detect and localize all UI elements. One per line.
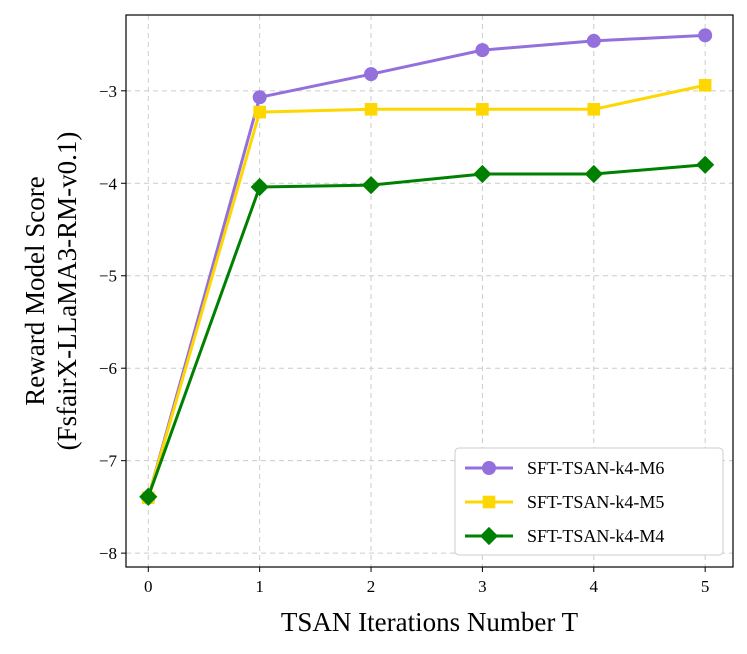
x-tick-label: 1 xyxy=(255,577,264,596)
x-tick-label: 0 xyxy=(144,577,153,596)
data-point-circle xyxy=(698,28,713,43)
data-point-diamond xyxy=(696,155,715,174)
y-tick-label: −6 xyxy=(99,359,117,378)
series-layer xyxy=(139,28,715,506)
y-axis-title-line2: (FsfairX-LLaMA3-RM-v0.1) xyxy=(52,132,82,451)
legend: SFT-TSAN-k4-M6 SFT-TSAN-k4-M5 SFT-TSAN-k4-… xyxy=(454,447,724,556)
series-sft-tsan-k4-m6 xyxy=(141,28,713,505)
series-line xyxy=(146,163,706,498)
legend-entry: SFT-TSAN-k4-M5 xyxy=(465,492,664,512)
y-axis-title-line1: Reward Model Score xyxy=(20,176,50,405)
x-axis-title: TSAN Iterations Number T xyxy=(281,607,579,637)
x-tick-label: 5 xyxy=(701,577,710,596)
data-point-circle xyxy=(252,90,267,105)
x-tick-label: 3 xyxy=(478,577,487,596)
legend-entry: SFT-TSAN-k4-M4 xyxy=(465,526,664,546)
legend-box xyxy=(454,447,724,556)
y-tick-label: −7 xyxy=(99,452,118,471)
data-point-diamond xyxy=(473,164,492,184)
data-point-diamond xyxy=(361,176,381,195)
data-point-circle xyxy=(364,67,379,82)
data-point-square xyxy=(587,103,601,116)
y-tick-label: −3 xyxy=(99,82,117,101)
legend-label: SFT-TSAN-k4-M5 xyxy=(527,492,664,512)
data-point-square xyxy=(476,103,489,116)
series-line xyxy=(146,33,706,499)
x-tick-label: 4 xyxy=(590,577,599,596)
data-point-square xyxy=(253,105,266,119)
x-tick-label: 2 xyxy=(367,577,376,596)
data-point-circle xyxy=(586,33,601,48)
y-tick-label: −5 xyxy=(99,267,117,286)
data-point-diamond xyxy=(139,487,158,506)
data-point-square xyxy=(364,103,378,116)
series-line xyxy=(146,83,706,499)
data-point-circle xyxy=(475,43,490,58)
legend-marker-square xyxy=(482,495,496,509)
legend-entry: SFT-TSAN-k4-M6 xyxy=(465,458,664,478)
legend-marker-diamond xyxy=(479,526,499,546)
y-tick-label: −4 xyxy=(99,174,118,193)
plot-area xyxy=(125,14,734,568)
series-sft-tsan-k4-m5 xyxy=(141,78,712,504)
legend-label: SFT-TSAN-k4-M6 xyxy=(527,458,664,478)
axis-ticks: 0 1 2 3 4 5 −8 −7 −6 −5 −4 −3 xyxy=(99,82,709,596)
legend-label: SFT-TSAN-k4-M4 xyxy=(527,526,664,546)
y-tick-label: −8 xyxy=(99,544,117,563)
series-sft-tsan-k4-m4 xyxy=(139,155,715,506)
data-point-square xyxy=(698,78,712,92)
data-point-diamond xyxy=(250,177,269,197)
legend-marker-circle xyxy=(482,461,496,475)
data-point-diamond xyxy=(584,164,603,184)
